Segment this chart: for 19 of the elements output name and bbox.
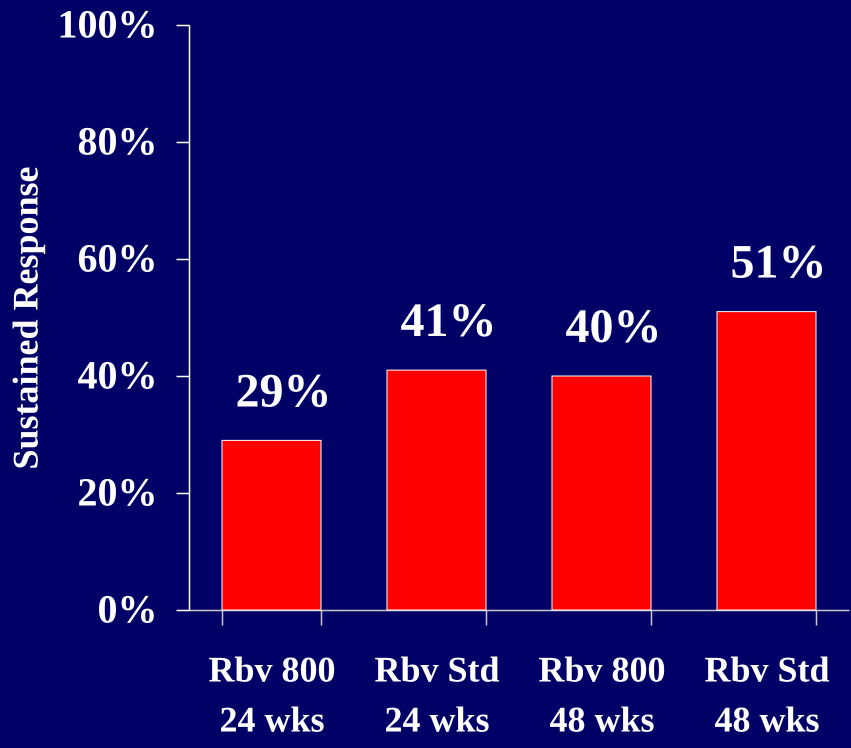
bar — [386, 370, 486, 610]
y-tick-label: 40% — [78, 352, 158, 398]
x-tick-label: Rbv 800 24 wks — [208, 650, 336, 740]
y-tick-label: 80% — [78, 118, 158, 164]
data-label: 29% — [236, 364, 332, 418]
data-label: 40% — [566, 300, 662, 353]
data-label: 41% — [400, 294, 496, 348]
bar — [716, 311, 816, 610]
y-tick-label: 20% — [78, 470, 158, 514]
x-tick-label: Rbv Std 24 wks — [374, 650, 500, 740]
y-tick-label: 100% — [58, 2, 158, 46]
bar — [552, 376, 652, 610]
y-axis-title: Sustained Response — [6, 166, 46, 470]
bar — [222, 440, 322, 610]
y-tick-label: 0% — [98, 586, 158, 632]
data-label: 51% — [730, 236, 826, 289]
y-tick-label: 60% — [78, 236, 158, 280]
x-tick-label: Rbv 800 48 wks — [538, 650, 666, 740]
x-tick-label: Rbv Std 48 wks — [704, 650, 830, 740]
